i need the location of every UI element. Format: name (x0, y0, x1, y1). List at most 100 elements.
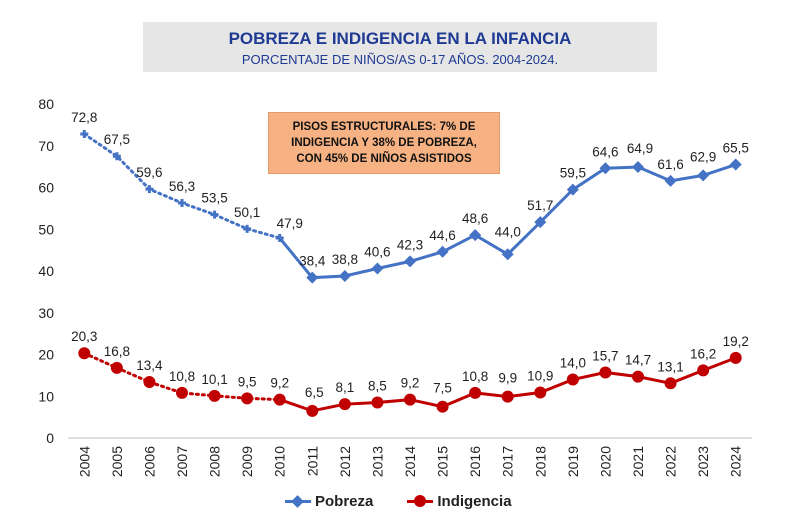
y-tick-label: 0 (46, 430, 54, 446)
legend-item-indigencia: Indigencia (407, 492, 512, 510)
pobreza-data-label: 51,7 (527, 198, 553, 213)
indigencia-data-label: 9,9 (498, 371, 517, 386)
callout-line: PISOS ESTRUCTURALES: 7% DE (292, 121, 476, 133)
x-tick-label: 2021 (630, 446, 646, 477)
indigencia-data-label: 8,1 (335, 380, 354, 395)
x-tick-label: 2010 (272, 446, 288, 477)
pobreza-data-label: 44,6 (429, 228, 455, 243)
pobreza-data-label: 53,5 (201, 191, 227, 206)
pobreza-point (599, 162, 612, 175)
indigencia-data-label: 16,2 (690, 346, 716, 361)
indigencia-point (208, 389, 221, 402)
indigencia-point (143, 376, 156, 389)
x-tick-label: 2016 (467, 446, 483, 477)
pobreza-data-label: 40,6 (364, 244, 390, 259)
y-tick-label: 10 (38, 388, 54, 404)
indigencia-data-label: 10,1 (201, 372, 227, 387)
y-tick-label: 50 (38, 221, 54, 237)
x-tick-label: 2008 (207, 446, 223, 477)
indigencia-point (241, 392, 254, 405)
pobreza-point (112, 152, 121, 161)
pobreza-data-label: 65,5 (723, 141, 749, 156)
indigencia-data-label: 16,8 (104, 344, 130, 359)
indigencia-point (371, 396, 384, 409)
indigencia-point (404, 393, 416, 406)
x-tick-label: 2018 (532, 446, 548, 477)
callout-line: INDIGENCIA Y 38% DE POBREZA, (291, 137, 477, 149)
pobreza-data-label: 48,6 (462, 211, 488, 226)
pobreza-data-label: 64,9 (627, 141, 653, 156)
x-tick-label: 2020 (597, 446, 613, 477)
x-tick-label: 2005 (109, 446, 125, 477)
indigencia-point (273, 393, 286, 406)
x-tick-label: 2017 (500, 446, 516, 477)
x-tick-label: 2004 (76, 446, 92, 477)
indigencia-point (469, 386, 482, 399)
pobreza-data-label: 38,8 (332, 252, 358, 267)
pobreza-point (145, 185, 154, 194)
indigencia-point (338, 398, 351, 411)
indigencia-point (501, 390, 514, 403)
legend-label-pobreza: Pobreza (315, 492, 374, 510)
pobreza-point (275, 234, 284, 243)
chart-title-box: POBREZA E INDIGENCIA EN LA INFANCIA PORC… (143, 22, 657, 72)
pobreza-point (534, 216, 547, 229)
structural-floors-callout: PISOS ESTRUCTURALES: 7% DE INDIGENCIA Y … (268, 112, 500, 174)
indigencia-data-label: 13,1 (657, 359, 683, 374)
indigencia-data-label: 6,5 (305, 385, 324, 400)
y-tick-label: 80 (38, 96, 54, 112)
indigencia-data-label: 14,7 (625, 353, 651, 368)
indigencia-data-label: 15,7 (592, 348, 618, 363)
indigencia-point (110, 361, 123, 374)
pobreza-data-label: 38,4 (299, 254, 326, 269)
x-tick-label: 2019 (565, 446, 581, 477)
indigencia-point (534, 386, 547, 399)
indigencia-data-label: 14,0 (560, 356, 586, 371)
x-tick-label: 2011 (304, 446, 320, 476)
indigencia-point (566, 373, 579, 386)
pobreza-point (664, 174, 677, 187)
pobreza-data-label: 44,0 (495, 224, 521, 239)
pobreza-data-label: 72,8 (71, 110, 97, 125)
pobreza-data-label: 59,6 (136, 165, 162, 180)
indigencia-data-label: 9,2 (270, 376, 289, 391)
indigencia-data-label: 20,3 (71, 329, 97, 344)
legend-item-pobreza: Pobreza (285, 493, 373, 510)
pobreza-point (243, 224, 252, 233)
legend-label-indigencia: Indigencia (437, 492, 512, 510)
pobreza-point (210, 210, 219, 219)
pobreza-point (566, 183, 579, 196)
indigencia-data-label: 10,9 (527, 368, 553, 383)
pobreza-point (469, 229, 482, 242)
y-tick-label: 20 (38, 347, 54, 363)
indigencia-data-label: 8,5 (368, 379, 387, 394)
legend-swatch-pobreza (285, 494, 311, 508)
callout-line: CON 45% DE NIÑOS ASISTIDOS (296, 153, 472, 165)
pobreza-data-label: 59,5 (560, 166, 586, 181)
pobreza-point (338, 270, 351, 283)
y-tick-label: 30 (38, 305, 54, 321)
chart-legend: Pobreza Indigencia (285, 491, 512, 511)
x-tick-label: 2014 (402, 446, 418, 477)
pobreza-data-label: 61,6 (657, 157, 683, 172)
indigencia-point (632, 370, 644, 383)
x-tick-label: 2013 (369, 446, 385, 477)
pobreza-point (729, 158, 742, 171)
x-tick-label: 2023 (695, 446, 711, 477)
indigencia-point (306, 404, 319, 417)
pobreza-point (632, 161, 644, 174)
x-tick-label: 2006 (141, 446, 157, 477)
pobreza-point (404, 255, 416, 268)
pobreza-data-label: 62,9 (690, 149, 716, 164)
x-tick-label: 2007 (174, 446, 190, 477)
pobreza-data-label: 67,5 (104, 132, 130, 147)
chart-title: POBREZA E INDIGENCIA EN LA INFANCIA (228, 29, 572, 48)
pobreza-data-label: 56,3 (169, 179, 195, 194)
x-tick-label: 2015 (435, 446, 451, 477)
legend-swatch-indigencia (407, 494, 434, 508)
pobreza-data-label: 42,3 (397, 237, 423, 252)
pobreza-data-label: 47,9 (277, 216, 303, 231)
x-tick-label: 2022 (663, 446, 679, 477)
pobreza-point (371, 262, 384, 275)
